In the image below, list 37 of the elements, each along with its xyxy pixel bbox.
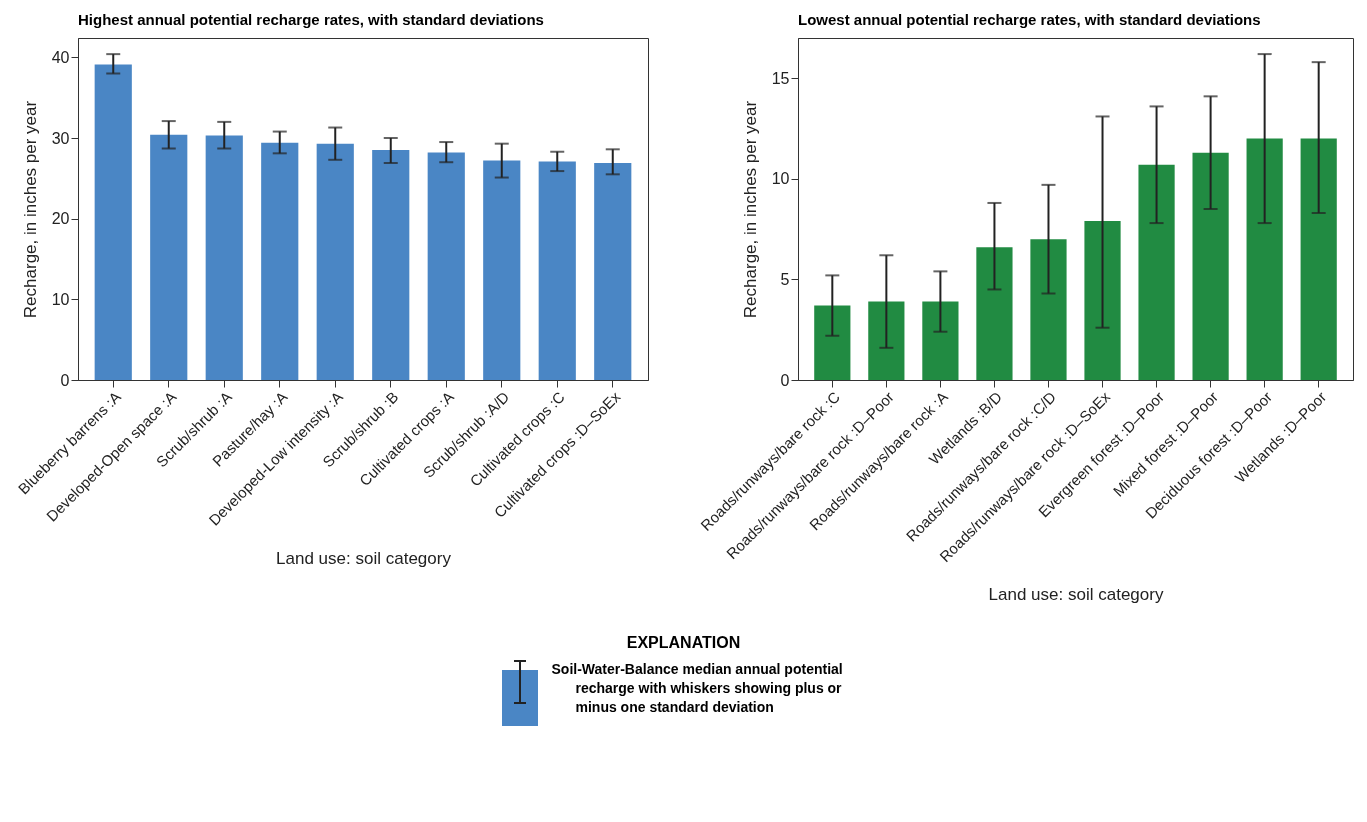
y-tick-label: 10 <box>51 290 70 308</box>
bar <box>868 301 905 380</box>
bar <box>150 134 188 380</box>
y-tick-label: 40 <box>51 48 70 66</box>
bar <box>483 160 521 380</box>
text: Soil-Water-Balance median annual potential recharge with whiskers showing plus or minus one standard deviation <box>551 660 844 717</box>
y-axis-title: Recharge, in inches per year <box>20 100 40 319</box>
y-tick-label: 15 <box>771 69 790 87</box>
y-tick-label: 10 <box>771 170 790 188</box>
bar <box>1030 239 1067 380</box>
bar <box>814 305 851 380</box>
bar <box>372 150 410 380</box>
x-axis-title: Land use: soil category <box>988 585 1164 605</box>
y-tick-label: 0 <box>780 371 790 389</box>
bar <box>1138 164 1175 380</box>
legend-title: EXPLANATION <box>626 634 741 652</box>
bar <box>94 64 132 380</box>
bar <box>427 152 465 380</box>
bar <box>1300 138 1337 380</box>
y-axis-title: Recharge, in inches per year <box>740 100 760 319</box>
y-tick-label: 0 <box>60 371 70 389</box>
bar <box>922 301 959 380</box>
bar <box>976 247 1013 380</box>
bar <box>1084 221 1121 380</box>
bar <box>316 143 354 380</box>
y-tick-label: 5 <box>780 270 790 288</box>
bar <box>538 161 576 380</box>
bar <box>594 163 632 380</box>
bar <box>1192 152 1229 380</box>
chart-title: Highest annual potential recharge rates, with standard deviations <box>78 11 544 28</box>
bar <box>261 142 299 380</box>
bar <box>205 135 243 380</box>
chart-title: Lowest annual potential recharge rates, with standard deviations <box>798 11 1261 28</box>
bar <box>1246 138 1283 380</box>
y-tick-label: 30 <box>51 129 70 147</box>
y-tick-label: 20 <box>51 210 70 228</box>
x-axis-title: Land use: soil category <box>276 548 452 568</box>
